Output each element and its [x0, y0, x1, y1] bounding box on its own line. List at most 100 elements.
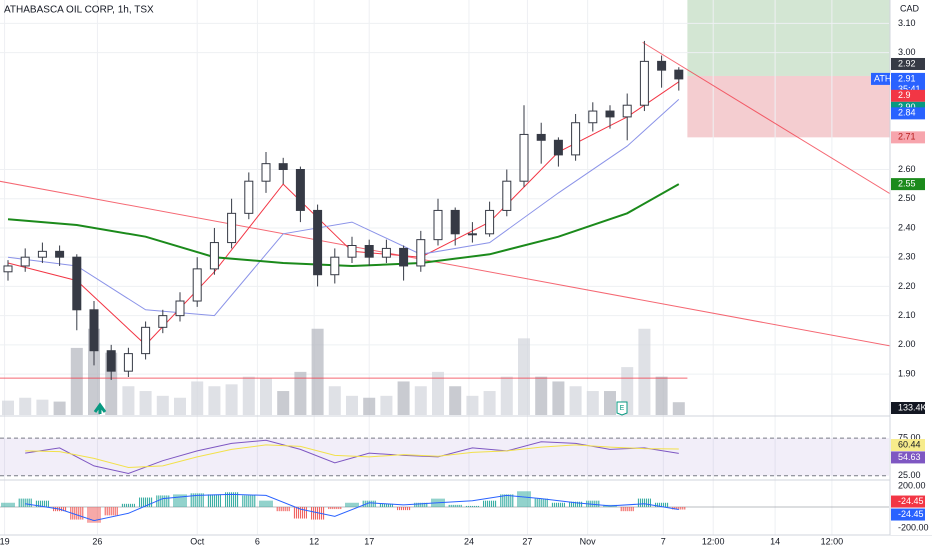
candle-body	[399, 247, 409, 267]
volume-bar	[36, 399, 49, 415]
symbol-tag: ATH	[874, 73, 891, 83]
candle-body	[141, 326, 151, 355]
volume-bar	[70, 347, 83, 415]
x-tick-label: Nov	[580, 536, 597, 546]
volume-bar	[2, 400, 14, 415]
volume-bar	[432, 371, 444, 415]
macd-hist-tag-bg	[891, 495, 925, 508]
volume-bar	[225, 384, 238, 415]
volume-bar	[552, 381, 565, 415]
candle-body	[553, 139, 563, 156]
stop-tag-bg	[891, 131, 925, 144]
candle-body	[657, 60, 667, 71]
marks	[0, 40, 932, 523]
ma-fast-tag: 2.9	[898, 90, 911, 100]
x-tick-label: 26	[92, 536, 102, 546]
ma-200-tag: 2.55	[898, 178, 916, 188]
y-tick-label: 2.00	[898, 339, 916, 349]
candle-body	[261, 163, 271, 182]
candle-body	[313, 209, 323, 276]
candle-body	[639, 60, 649, 106]
candle-body	[89, 309, 99, 352]
x-tick-label: 12:00	[702, 536, 725, 546]
volume-bar	[174, 397, 186, 415]
ma-slow-tag: 2.84	[898, 108, 916, 118]
candle-body	[123, 353, 133, 372]
candle-body	[295, 169, 305, 211]
rsi-signal-tag-bg	[891, 439, 925, 452]
rsi-tag: 54.63	[898, 452, 921, 462]
volume-bar	[208, 386, 221, 415]
candle-body	[192, 268, 202, 302]
trendline	[642, 41, 932, 220]
candle-body	[278, 163, 288, 171]
earnings-icon	[616, 401, 628, 416]
volume-bar	[483, 391, 496, 415]
volume-bar	[466, 395, 479, 415]
x-tick-label: 14	[770, 536, 780, 546]
y-tick-label: 2.30	[898, 252, 916, 262]
earnings-icon-letter: E	[620, 405, 625, 412]
volume-bar	[294, 371, 307, 415]
macd-line-tag: -24.45	[898, 509, 924, 519]
rsi-band	[0, 438, 889, 476]
stop-tag: 2.71	[898, 132, 916, 142]
candle-body	[502, 180, 512, 211]
y-tick-label: 2.50	[898, 193, 916, 203]
volume-bar	[569, 386, 582, 415]
candle-body	[433, 209, 443, 241]
candle-body	[227, 212, 237, 244]
volume-bar	[139, 391, 152, 415]
candle-body	[588, 110, 598, 124]
y-tick-label: 2.40	[898, 222, 916, 232]
candle-body	[244, 180, 254, 214]
candle-body	[364, 244, 374, 258]
candle-body	[106, 350, 116, 372]
symbol-tag-bg	[871, 72, 890, 85]
y-tick-label: 2.20	[898, 281, 916, 291]
volume-bar	[53, 401, 66, 415]
x-tick-label: 17	[364, 536, 374, 546]
candle-body	[416, 239, 426, 267]
last-price-tag-bg	[891, 72, 925, 85]
candle-body	[175, 300, 185, 317]
rsi-line	[25, 439, 679, 475]
candle-body	[605, 110, 615, 118]
volume-bar	[277, 391, 290, 415]
volume-bar	[242, 376, 255, 415]
countdown: 35:41	[898, 84, 921, 94]
candle-body	[209, 242, 219, 270]
volume-bar	[518, 338, 530, 415]
ma-200-tag-bg	[891, 178, 925, 191]
candle-body	[3, 265, 13, 273]
volume-bar	[363, 397, 376, 415]
currency: CAD	[900, 3, 920, 13]
candle-body	[467, 233, 477, 236]
candle-body	[55, 250, 65, 258]
candle-body	[571, 122, 581, 156]
volume-bar	[414, 386, 427, 415]
ma-slow-tag-bg	[891, 107, 925, 120]
volume-bar	[311, 328, 324, 415]
countdown-bg	[891, 83, 925, 95]
signal-arrow	[93, 402, 107, 414]
candle-body	[536, 133, 546, 141]
volume-bar	[535, 376, 548, 415]
candle-body	[622, 104, 632, 118]
volume-bar	[156, 395, 169, 415]
macd-hist-tag: -24.45	[898, 496, 924, 506]
y-tick-label: 3.10	[898, 18, 916, 28]
volume-bar	[449, 386, 462, 415]
chart-title: ATHABASCA OIL CORP, 1h, TSX	[4, 5, 154, 16]
volume-bar	[586, 391, 599, 415]
entry-price-tag-bg	[891, 57, 925, 70]
rsi-tag-bg	[891, 451, 925, 464]
x-tick-label: 12:00	[821, 536, 844, 546]
volume-bar	[346, 395, 358, 415]
rsi-tick-label: 75.00	[898, 432, 921, 442]
candle-body	[450, 209, 460, 235]
volume-bar	[672, 402, 685, 415]
marker-price-tag: 2.90	[898, 102, 916, 112]
volume-bar	[604, 391, 616, 415]
